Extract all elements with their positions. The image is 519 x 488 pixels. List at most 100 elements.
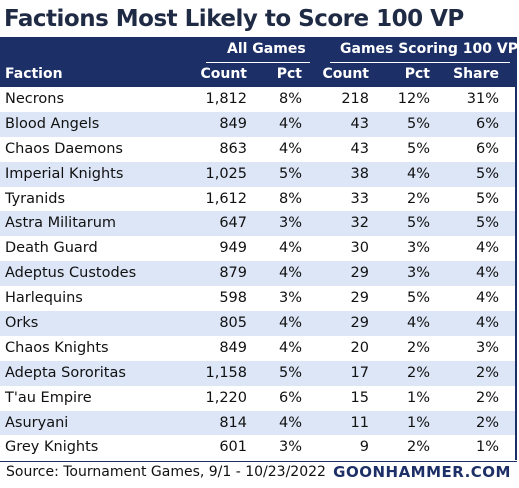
cell-share: 3%: [475, 339, 499, 356]
cell-scoring-pct: 2%: [406, 364, 430, 381]
cell-count: 1,812: [205, 91, 247, 107]
cell-faction: Orks: [5, 315, 39, 332]
cell-count: 849: [219, 115, 247, 132]
cell-scoring-pct: 5%: [406, 290, 430, 307]
cell-faction: Grey Knights: [5, 439, 99, 456]
cell-pct: 5%: [278, 364, 302, 381]
cell-scoring-pct: 2%: [406, 439, 430, 456]
cell-faction: Necrons: [5, 91, 64, 107]
cell-scoring-pct: 3%: [406, 265, 430, 282]
cell-faction: Tyranids: [5, 190, 66, 207]
cell-scoring-pct: 2%: [406, 339, 430, 356]
cell-count: 1,158: [205, 364, 247, 381]
cell-faction: Death Guard: [5, 240, 98, 257]
cell-scoring-pct: 5%: [406, 115, 430, 132]
cell-count: 805: [219, 315, 247, 332]
table-header: All Games Games Scoring 100 VP Faction C…: [0, 37, 518, 87]
cell-share: 1%: [475, 439, 499, 456]
cell-scoring-count: 38: [350, 165, 369, 182]
cell-share: 5%: [475, 215, 499, 232]
cell-scoring-count: 30: [350, 240, 369, 257]
cell-faction: Asuryani: [5, 414, 69, 431]
cell-count: 1,025: [205, 165, 247, 182]
table-row: Imperial Knights 1,025 5% 38 4% 5%: [0, 161, 515, 187]
cell-faction: Imperial Knights: [5, 165, 124, 182]
table-row: Adepta Sororitas 1,158 5% 17 2% 2%: [0, 360, 515, 386]
cell-scoring-pct: 5%: [406, 140, 430, 157]
cell-share: 4%: [475, 265, 499, 282]
cell-share: 2%: [475, 364, 499, 381]
cell-faction: Adeptus Custodes: [5, 265, 137, 282]
cell-pct: 4%: [278, 414, 302, 431]
table-row: Tyranids 1,612 8% 33 2% 5%: [0, 187, 515, 212]
cell-scoring-count: 15: [350, 389, 369, 406]
header-count: Count: [200, 66, 247, 82]
cell-faction: Chaos Daemons: [5, 140, 123, 157]
header-group-divider: [330, 62, 510, 63]
data-table: All Games Games Scoring 100 VP Faction C…: [0, 37, 518, 461]
table-row: Death Guard 949 4% 30 3% 4%: [0, 236, 515, 261]
cell-scoring-pct: 4%: [406, 165, 430, 182]
table-body: Necrons 1,812 8% 218 12% 31% Blood Angels 849 4%…: [0, 87, 515, 460]
cell-share: 2%: [475, 389, 499, 406]
cell-faction: Adepta Sororitas: [5, 364, 126, 381]
table-row: Harlequins 598 3% 29 5% 4%: [0, 286, 515, 311]
cell-count: 1,612: [205, 190, 247, 207]
cell-share: 6%: [475, 140, 499, 157]
cell-count: 949: [219, 240, 247, 257]
cell-share: 2%: [475, 414, 499, 431]
header-group-all-games: All Games: [227, 41, 306, 57]
cell-scoring-pct: 1%: [406, 414, 430, 431]
page-title: Factions Most Likely to Score 100 VP: [4, 6, 464, 32]
cell-count: 863: [219, 140, 247, 157]
table-row: Grey Knights 601 3% 9 2% 1%: [0, 435, 515, 460]
cell-pct: 5%: [278, 165, 302, 182]
cell-scoring-count: 9: [359, 439, 369, 456]
cell-scoring-count: 218: [341, 91, 369, 107]
table-row: Adeptus Custodes 879 4% 29 3% 4%: [0, 261, 515, 287]
table-row: T'au Empire 1,220 6% 15 1% 2%: [0, 386, 515, 411]
header-group-divider: [206, 62, 310, 63]
cell-pct: 4%: [278, 115, 302, 132]
header-scoring-count: Count: [322, 66, 369, 82]
cell-scoring-count: 29: [350, 315, 369, 332]
cell-share: 4%: [475, 240, 499, 257]
cell-scoring-count: 43: [350, 140, 369, 157]
cell-faction: Blood Angels: [5, 115, 100, 132]
cell-share: 6%: [475, 115, 499, 132]
cell-scoring-pct: 2%: [406, 190, 430, 207]
footer-divider: [0, 461, 517, 462]
cell-share: 4%: [475, 290, 499, 307]
cell-pct: 3%: [278, 439, 302, 456]
cell-pct: 6%: [278, 389, 302, 406]
cell-count: 814: [219, 414, 247, 431]
cell-pct: 3%: [278, 215, 302, 232]
cell-scoring-pct: 4%: [406, 315, 430, 332]
header-scoring-pct: Pct: [404, 66, 430, 82]
cell-scoring-pct: 5%: [406, 215, 430, 232]
cell-scoring-pct: 12%: [397, 91, 430, 107]
cell-pct: 8%: [278, 91, 302, 107]
header-group-scoring-100: Games Scoring 100 VP: [340, 41, 518, 57]
table-row: Chaos Knights 849 4% 20 2% 3%: [0, 336, 515, 361]
cell-pct: 4%: [278, 315, 302, 332]
cell-scoring-count: 17: [350, 364, 369, 381]
header-faction: Faction: [5, 66, 63, 82]
cell-pct: 8%: [278, 190, 302, 207]
cell-scoring-count: 29: [350, 265, 369, 282]
cell-scoring-count: 32: [350, 215, 369, 232]
cell-pct: 3%: [278, 290, 302, 307]
cell-pct: 4%: [278, 240, 302, 257]
cell-faction: Astra Militarum: [5, 215, 117, 232]
cell-pct: 4%: [278, 140, 302, 157]
table-row: Chaos Daemons 863 4% 43 5% 6%: [0, 137, 515, 162]
cell-count: 879: [219, 265, 247, 282]
cell-share: 4%: [475, 315, 499, 332]
cell-pct: 4%: [278, 265, 302, 282]
cell-share: 5%: [475, 190, 499, 207]
cell-count: 647: [219, 215, 247, 232]
table-row: Blood Angels 849 4% 43 5% 6%: [0, 111, 515, 137]
cell-count: 598: [219, 290, 247, 307]
cell-count: 1,220: [205, 389, 247, 406]
